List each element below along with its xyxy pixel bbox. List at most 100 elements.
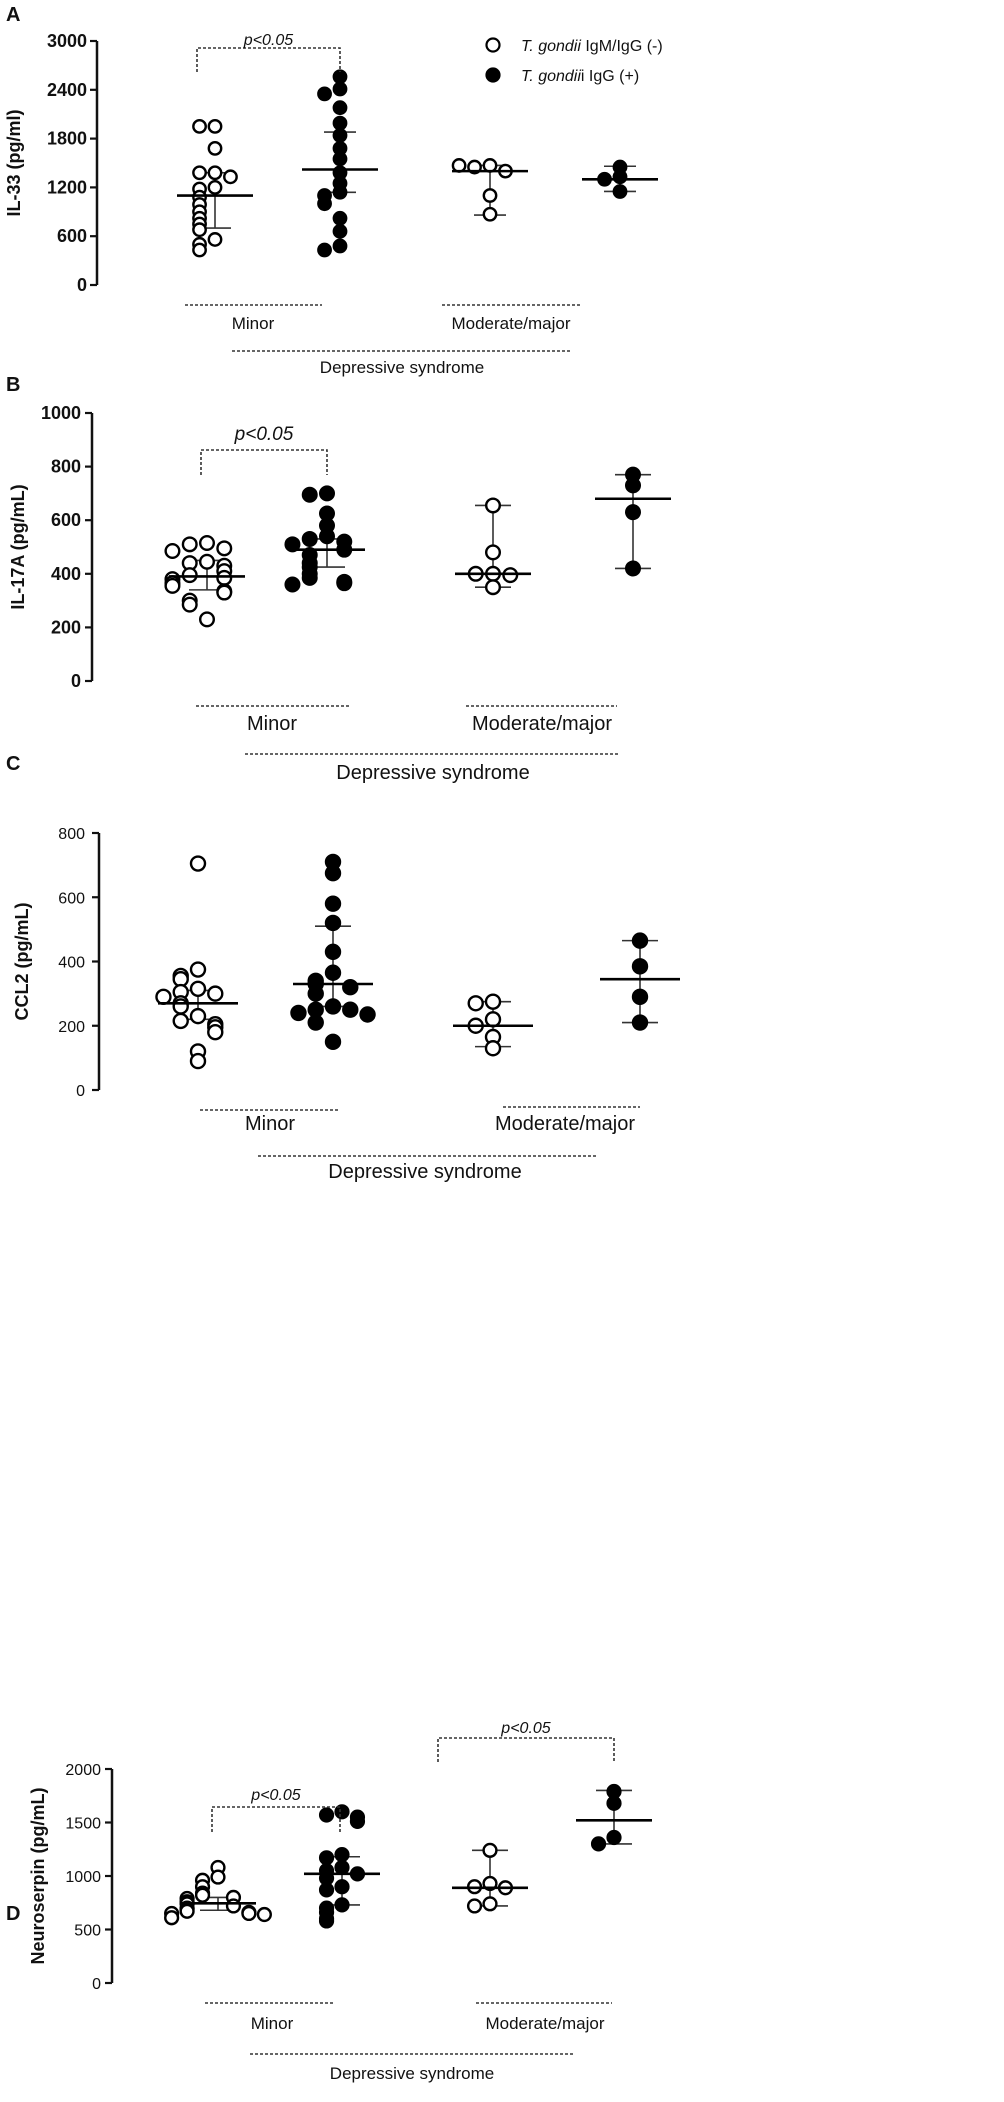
- data-point: [482, 206, 498, 222]
- data-point: [207, 165, 223, 181]
- group-label: Minor: [251, 2014, 294, 2033]
- legend: T. gondii IgM/IgG (-) T. gondiii IgG (+): [485, 37, 663, 85]
- data-point: [307, 1014, 324, 1031]
- data-point: [332, 151, 348, 167]
- data-point: [172, 1012, 189, 1030]
- data-point: [284, 576, 301, 593]
- y-tick-label: 2400: [47, 80, 87, 100]
- data-point: [485, 544, 502, 561]
- series-3: [452, 1842, 528, 1914]
- y-tick-label: 1500: [65, 1816, 101, 1833]
- data-point: [194, 1887, 211, 1903]
- group-label: Moderate/major: [472, 713, 612, 735]
- series-2: [304, 1804, 380, 1929]
- legend-filled-label: T. gondiii IgG (+): [521, 68, 639, 85]
- data-point: [207, 140, 223, 156]
- group-label: Minor: [245, 1113, 295, 1135]
- data-point: [284, 536, 301, 553]
- data-point: [482, 188, 498, 203]
- data-point: [334, 1879, 350, 1895]
- data-point: [324, 864, 342, 882]
- data-point: [189, 1052, 207, 1070]
- data-point: [192, 222, 207, 238]
- y-tick-label: 600: [58, 890, 85, 907]
- data-point: [318, 1913, 335, 1929]
- data-point: [342, 979, 359, 996]
- data-point: [198, 534, 215, 551]
- data-point: [216, 584, 233, 601]
- panel-c: C 0 200 400 600 800 CCL2 (pg/mL) Minor Moderate/…: [6, 753, 680, 1183]
- y-tick-label: 200: [58, 1019, 85, 1036]
- series-2: [284, 485, 365, 593]
- y-axis-label: Neuroserpin (pg/mL): [28, 1787, 48, 1964]
- data-point: [164, 577, 181, 594]
- panel-letter: D: [6, 1903, 20, 1925]
- data-point: [301, 569, 318, 586]
- data-point: [590, 1836, 607, 1852]
- y-tick-label: 1800: [47, 129, 87, 149]
- series-3: [453, 993, 533, 1057]
- y-axis-label: IL-17A (pg/mL): [8, 484, 28, 609]
- y-tick-label: 2000: [65, 1762, 101, 1779]
- data-point: [318, 1807, 335, 1823]
- series-3: [455, 497, 531, 596]
- data-point: [319, 485, 336, 502]
- significance-bracket: [200, 449, 328, 475]
- data-point: [625, 477, 642, 494]
- panel-d: D 0 500 1000 1500 2000 Neuroserpin (pg/mL) Mino…: [6, 1720, 652, 2083]
- data-point: [334, 1897, 350, 1913]
- series-1: [177, 119, 253, 258]
- group-label: Moderate/major: [495, 1113, 635, 1135]
- data-point: [324, 914, 342, 932]
- syndrome-label: Depressive syndrome: [320, 358, 484, 377]
- significance-label: p<0.05: [243, 32, 293, 49]
- data-point: [207, 119, 223, 134]
- data-point: [336, 575, 353, 592]
- data-point: [164, 1910, 180, 1926]
- data-point: [324, 1033, 342, 1051]
- data-point: [181, 567, 198, 584]
- data-point: [334, 1804, 350, 1820]
- data-point: [484, 1040, 502, 1057]
- data-point: [192, 165, 207, 181]
- data-point: [631, 958, 649, 975]
- data-point: [332, 115, 348, 131]
- data-point: [359, 1006, 376, 1023]
- data-point: [318, 1850, 335, 1866]
- y-tick-label: 600: [51, 510, 81, 530]
- y-tick-label: 1200: [47, 177, 87, 197]
- data-point: [241, 1905, 257, 1922]
- data-point: [301, 530, 318, 547]
- data-point: [332, 184, 348, 200]
- data-point: [189, 980, 207, 998]
- significance-bracket: [196, 47, 341, 72]
- data-point: [317, 196, 332, 212]
- data-point: [189, 1007, 207, 1025]
- y-tick-label: 400: [58, 955, 85, 972]
- data-point: [631, 1014, 649, 1031]
- data-point: [612, 184, 628, 199]
- y-tick-label: 200: [51, 617, 81, 637]
- panel-letter: C: [6, 753, 20, 775]
- series-3: [451, 158, 528, 222]
- data-point: [210, 1869, 226, 1885]
- series-1: [164, 534, 245, 628]
- y-tick-label: 600: [57, 226, 87, 246]
- panel-a: A 0 600 1200 1800 2400 3000 IL-33 (pg/ml) Minor M…: [4, 4, 658, 377]
- data-point: [482, 158, 498, 173]
- significance-bracket: [211, 1806, 341, 1832]
- series-4: [595, 466, 671, 577]
- syndrome-label: Depressive syndrome: [328, 1161, 521, 1183]
- y-tick-label: 3000: [47, 31, 87, 51]
- data-point: [332, 127, 348, 143]
- data-point: [332, 223, 348, 239]
- y-axis-label: CCL2 (pg/mL): [12, 903, 32, 1021]
- data-point: [198, 611, 215, 628]
- series-4: [600, 932, 680, 1031]
- data-point: [181, 536, 198, 553]
- y-tick-label: 0: [92, 1976, 101, 1993]
- data-point: [606, 1795, 622, 1811]
- data-point: [179, 1903, 195, 1919]
- data-point: [256, 1906, 272, 1923]
- series-4: [582, 159, 658, 199]
